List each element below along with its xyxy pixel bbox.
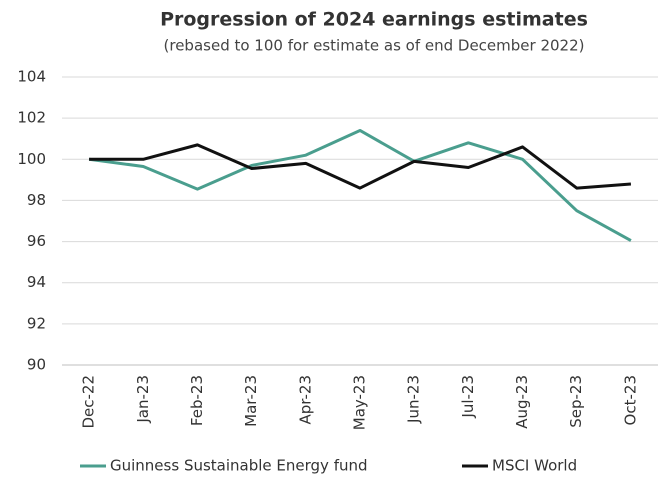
x-tick-label: May-23 (351, 375, 369, 430)
chart-title: Progression of 2024 earnings estimates (160, 9, 588, 31)
x-tick-label: Jul-23 (459, 375, 477, 419)
legend-label: MSCI World (492, 457, 577, 475)
x-tick-label: Feb-23 (188, 375, 206, 426)
y-tick-label: 102 (17, 109, 46, 127)
series-line (89, 143, 632, 190)
x-tick-label: Oct-23 (621, 375, 639, 425)
x-tick-label: Jun-23 (405, 375, 423, 424)
y-tick-label: 92 (27, 314, 46, 332)
x-tick-label: Dec-22 (80, 375, 98, 429)
series-line (88, 128, 632, 242)
x-tick-label: Aug-23 (513, 375, 531, 429)
x-tick-label: Jan-23 (134, 375, 152, 424)
y-tick-label: 104 (17, 68, 46, 86)
y-tick-label: 96 (27, 232, 46, 250)
x-tick-label: Sep-23 (567, 375, 585, 428)
y-tick-label: 100 (17, 150, 46, 168)
legend-label: Guinness Sustainable Energy fund (110, 457, 368, 475)
y-tick-label: 94 (27, 273, 46, 291)
x-tick-label: Apr-23 (296, 375, 314, 425)
x-tick-label: Mar-23 (242, 375, 260, 427)
chart-subtitle: (rebased to 100 for estimate as of end D… (164, 37, 585, 55)
y-tick-label: 98 (27, 191, 46, 209)
y-tick-label: 90 (27, 356, 46, 374)
